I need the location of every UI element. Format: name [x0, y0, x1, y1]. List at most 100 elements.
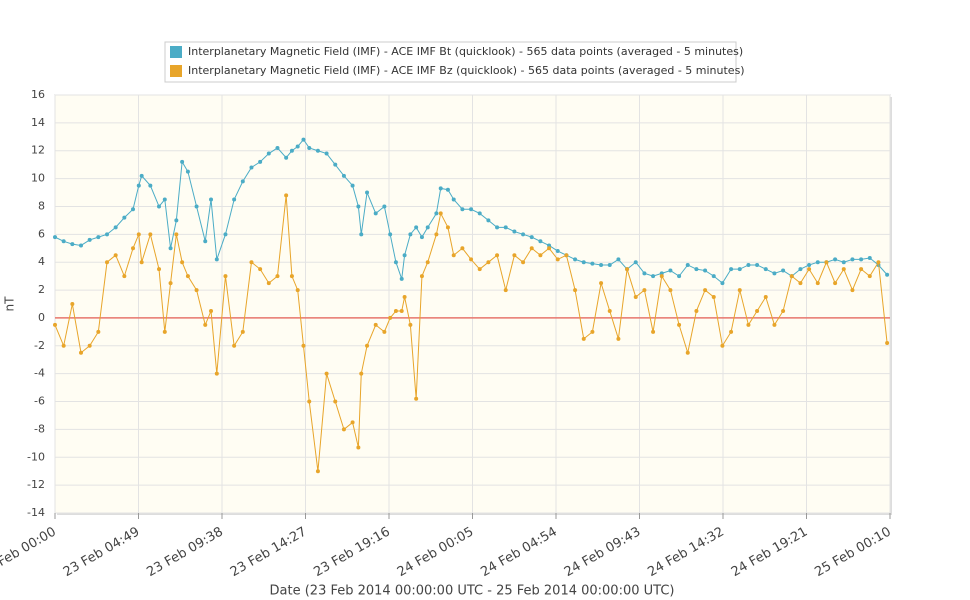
- data-point: [419, 274, 424, 279]
- legend-label: Interplanetary Magnetic Field (IMF) - AC…: [188, 64, 745, 77]
- data-point: [122, 215, 127, 220]
- data-point: [333, 162, 338, 167]
- data-point: [503, 225, 508, 230]
- x-tick-label: 23 Feb 14:27: [228, 525, 309, 581]
- data-point: [79, 350, 84, 355]
- data-point: [616, 336, 621, 341]
- data-point: [209, 308, 214, 313]
- data-point: [772, 322, 777, 327]
- data-point: [295, 144, 300, 149]
- data-point: [388, 232, 393, 237]
- data-point: [295, 288, 300, 293]
- x-tick-label: 24 Feb 19:21: [729, 525, 810, 581]
- data-point: [798, 267, 803, 272]
- data-point: [815, 260, 820, 265]
- data-point: [136, 183, 141, 188]
- data-point: [284, 155, 289, 160]
- data-point: [755, 262, 760, 267]
- data-point: [356, 445, 361, 450]
- data-point: [122, 274, 127, 279]
- data-point: [850, 257, 855, 262]
- data-point: [798, 281, 803, 286]
- data-point: [538, 253, 543, 258]
- data-point: [174, 218, 179, 223]
- data-point: [555, 257, 560, 262]
- data-point: [651, 274, 656, 279]
- data-point: [414, 225, 419, 230]
- data-point: [850, 288, 855, 293]
- data-point: [668, 268, 673, 273]
- data-point: [425, 225, 430, 230]
- data-point: [96, 329, 101, 334]
- data-point: [521, 232, 526, 237]
- data-point: [113, 253, 118, 258]
- data-point: [876, 260, 881, 265]
- data-point: [581, 336, 586, 341]
- x-tick-label: 23 Feb 00:00: [0, 525, 59, 581]
- data-point: [408, 232, 413, 237]
- y-tick-label: -6: [34, 395, 45, 408]
- data-point: [633, 295, 638, 300]
- data-point: [599, 281, 604, 286]
- data-point: [867, 256, 872, 261]
- data-point: [685, 350, 690, 355]
- data-point: [668, 288, 673, 293]
- data-point: [841, 267, 846, 272]
- data-point: [414, 396, 419, 401]
- data-point: [642, 271, 647, 276]
- data-point: [393, 260, 398, 265]
- data-point: [359, 371, 364, 376]
- data-point: [203, 322, 208, 327]
- data-point: [275, 145, 280, 150]
- data-point: [772, 271, 777, 276]
- data-point: [223, 232, 228, 237]
- x-tick-label: 24 Feb 00:05: [395, 525, 476, 581]
- data-point: [729, 329, 734, 334]
- data-point: [214, 371, 219, 376]
- data-point: [720, 343, 725, 348]
- data-point: [359, 232, 364, 237]
- y-tick-label: 6: [38, 227, 45, 240]
- data-point: [365, 343, 370, 348]
- data-point: [148, 183, 153, 188]
- data-point: [711, 295, 716, 300]
- data-point: [350, 183, 355, 188]
- y-tick-label: -8: [34, 422, 45, 435]
- data-point: [503, 288, 508, 293]
- data-point: [824, 260, 829, 265]
- data-point: [333, 399, 338, 404]
- legend-box: [164, 41, 737, 83]
- data-point: [399, 308, 404, 313]
- data-point: [781, 308, 786, 313]
- data-point: [408, 322, 413, 327]
- data-point: [434, 232, 439, 237]
- data-point: [469, 207, 474, 212]
- y-tick-label: 2: [38, 283, 45, 296]
- data-point: [185, 169, 190, 174]
- data-point: [402, 295, 407, 300]
- data-point: [131, 246, 136, 251]
- data-point: [607, 308, 612, 313]
- x-tick-label: 24 Feb 09:43: [562, 525, 643, 581]
- data-point: [79, 243, 84, 248]
- data-point: [249, 260, 254, 265]
- data-point: [833, 257, 838, 262]
- data-point: [356, 204, 361, 209]
- data-point: [382, 329, 387, 334]
- data-point: [486, 218, 491, 223]
- data-point: [469, 257, 474, 262]
- data-point: [737, 267, 742, 272]
- data-point: [168, 246, 173, 251]
- data-point: [677, 322, 682, 327]
- data-point: [807, 262, 812, 267]
- data-point: [486, 260, 491, 265]
- y-tick-label: -14: [27, 506, 45, 519]
- data-point: [625, 267, 630, 272]
- data-point: [131, 207, 136, 212]
- data-point: [301, 137, 306, 142]
- data-point: [460, 207, 465, 212]
- data-point: [232, 197, 237, 202]
- y-tick-label: 12: [31, 144, 45, 157]
- data-point: [341, 173, 346, 178]
